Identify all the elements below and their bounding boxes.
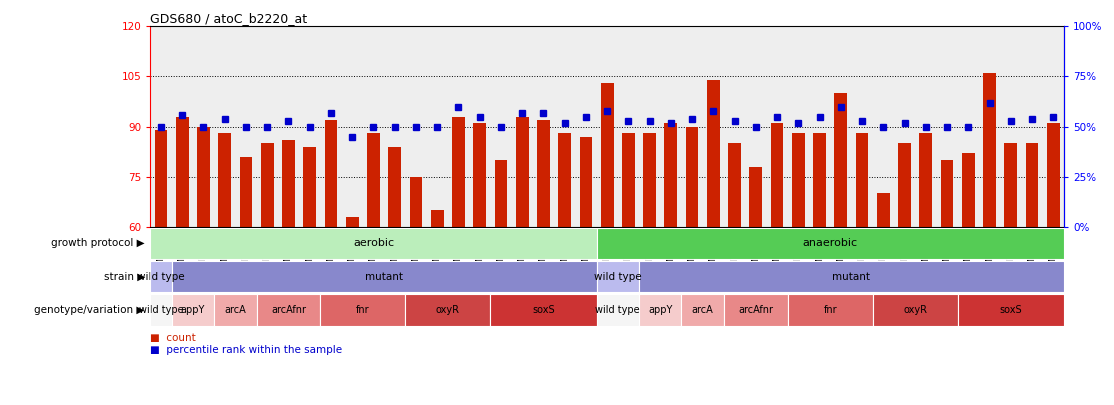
Bar — [639, 261, 1064, 292]
Bar — [792, 133, 804, 227]
Bar — [389, 147, 401, 227]
Bar — [368, 133, 380, 227]
Text: growth protocol ▶: growth protocol ▶ — [51, 239, 145, 248]
Text: GDS680 / atoC_b2220_at: GDS680 / atoC_b2220_at — [150, 12, 307, 25]
Bar — [919, 133, 932, 227]
Text: wild type: wild type — [596, 305, 641, 315]
Bar — [516, 117, 528, 227]
Bar — [150, 294, 172, 326]
Bar — [596, 261, 639, 292]
Bar — [473, 123, 486, 227]
Bar — [707, 80, 720, 227]
Text: arcA: arcA — [692, 305, 714, 315]
Bar — [961, 153, 975, 227]
Text: anaerobic: anaerobic — [802, 239, 858, 248]
Bar — [643, 133, 656, 227]
Bar — [1026, 143, 1038, 227]
Text: genotype/variation ▶: genotype/variation ▶ — [35, 305, 145, 315]
Bar — [872, 294, 958, 326]
Text: aerobic: aerobic — [353, 239, 394, 248]
Text: fnr: fnr — [823, 305, 837, 315]
Text: oxyR: oxyR — [436, 305, 460, 315]
Bar — [150, 261, 172, 292]
Bar — [256, 294, 321, 326]
Text: soxS: soxS — [532, 305, 555, 315]
Text: fnr: fnr — [356, 305, 370, 315]
Bar — [150, 228, 596, 259]
Bar — [724, 294, 788, 326]
Bar — [729, 143, 741, 227]
Bar — [596, 294, 639, 326]
Text: wild type: wild type — [137, 272, 185, 281]
Text: arcAfnr: arcAfnr — [739, 305, 773, 315]
Text: wild type: wild type — [594, 272, 642, 281]
Bar — [495, 160, 507, 227]
Text: mutant: mutant — [365, 272, 403, 281]
Bar — [490, 294, 596, 326]
Bar — [537, 120, 550, 227]
Text: wild type: wild type — [139, 305, 184, 315]
Text: arcAfnr: arcAfnr — [271, 305, 306, 315]
Bar — [813, 133, 825, 227]
Bar — [218, 133, 231, 227]
Bar — [558, 133, 571, 227]
Text: strain ▶: strain ▶ — [104, 272, 145, 281]
Bar — [240, 157, 253, 227]
Bar — [600, 83, 614, 227]
Bar — [431, 210, 443, 227]
Bar — [345, 217, 359, 227]
Bar — [596, 228, 1064, 259]
Bar — [405, 294, 490, 326]
Bar — [579, 136, 593, 227]
Bar — [1047, 123, 1059, 227]
Bar — [664, 123, 677, 227]
Bar — [898, 143, 911, 227]
Bar — [682, 294, 724, 326]
Bar — [172, 261, 596, 292]
Bar — [214, 294, 256, 326]
Bar — [750, 167, 762, 227]
Bar — [877, 194, 890, 227]
Bar — [622, 133, 635, 227]
Bar — [176, 117, 188, 227]
Text: appY: appY — [648, 305, 673, 315]
Bar — [788, 294, 872, 326]
Text: soxS: soxS — [999, 305, 1022, 315]
Bar — [639, 294, 682, 326]
Bar — [958, 294, 1064, 326]
Text: mutant: mutant — [832, 272, 870, 281]
Bar — [856, 133, 869, 227]
Bar — [197, 126, 209, 227]
Bar — [452, 117, 465, 227]
Text: ■  percentile rank within the sample: ■ percentile rank within the sample — [150, 345, 342, 355]
Bar — [1005, 143, 1017, 227]
Bar — [261, 143, 274, 227]
Bar — [155, 130, 167, 227]
Bar — [303, 147, 316, 227]
Bar — [771, 123, 783, 227]
Bar — [984, 73, 996, 227]
Bar — [172, 294, 214, 326]
Text: arcA: arcA — [225, 305, 246, 315]
Bar — [410, 177, 422, 227]
Text: ■  count: ■ count — [150, 333, 196, 343]
Bar — [686, 126, 698, 227]
Bar — [834, 93, 847, 227]
Bar — [282, 140, 295, 227]
Text: appY: appY — [180, 305, 205, 315]
Bar — [324, 120, 338, 227]
Bar — [321, 294, 405, 326]
Text: oxyR: oxyR — [903, 305, 927, 315]
Bar — [940, 160, 954, 227]
